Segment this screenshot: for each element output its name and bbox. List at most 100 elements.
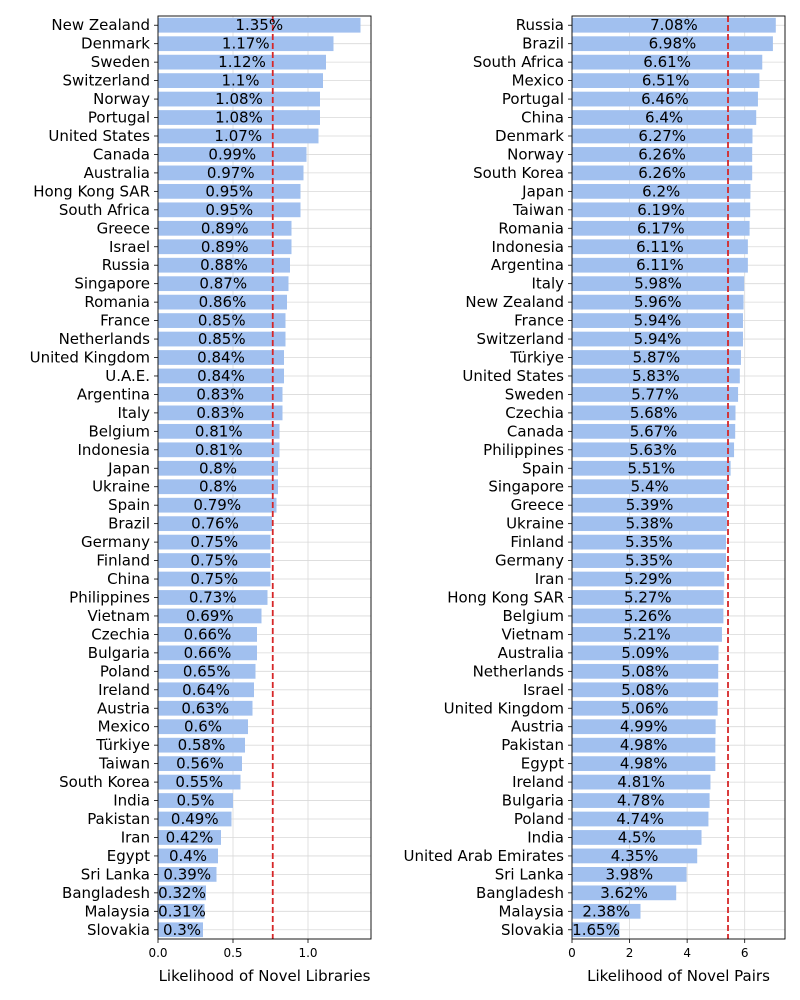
- bar: [158, 793, 233, 808]
- bar: [158, 830, 221, 845]
- category-label: Finland: [96, 552, 150, 570]
- bar: [158, 36, 334, 52]
- category-label: Czechia: [91, 625, 150, 643]
- category-label: Japan: [107, 459, 150, 477]
- bar: [572, 91, 758, 107]
- category-label: Romania: [498, 219, 564, 237]
- value-label: 0.8%: [199, 478, 237, 496]
- x-tick-label: 6: [741, 946, 749, 960]
- value-label: 6.98%: [649, 35, 697, 53]
- bar: [572, 497, 728, 513]
- value-label: 4.99%: [620, 718, 668, 736]
- bar: [158, 202, 301, 218]
- bar: [572, 663, 719, 679]
- bar: [158, 165, 304, 181]
- bar: [158, 682, 254, 698]
- category-label: Philippines: [483, 441, 564, 459]
- category-label: Norway: [93, 90, 150, 108]
- x-tick-label: 1.0: [298, 946, 317, 960]
- value-label: 5.83%: [632, 367, 680, 385]
- value-label: 5.09%: [621, 644, 669, 662]
- category-label: Denmark: [495, 127, 564, 145]
- category-label: Taiwan: [512, 201, 564, 219]
- bar: [572, 423, 736, 439]
- value-label: 4.78%: [617, 792, 665, 810]
- value-label: 5.26%: [624, 607, 672, 625]
- value-label: 0.75%: [190, 570, 238, 588]
- category-label: Philippines: [69, 588, 150, 606]
- value-label: 1.17%: [222, 35, 270, 53]
- value-label: 1.08%: [215, 90, 263, 108]
- value-label: 5.94%: [634, 312, 682, 330]
- value-label: 6.27%: [638, 127, 686, 145]
- bar: [572, 719, 716, 735]
- category-label: China: [107, 570, 150, 588]
- category-label: Switzerland: [63, 72, 151, 90]
- value-label: 6.19%: [637, 201, 685, 219]
- bar: [158, 276, 289, 292]
- bar: [158, 423, 280, 439]
- category-label: Israel: [109, 238, 150, 256]
- category-label: Germany: [81, 533, 150, 551]
- bar: [572, 17, 776, 33]
- axes-frame: [571, 15, 786, 940]
- x-axis-label: Likelihood of Novel Pairs: [587, 967, 770, 985]
- bar: [158, 627, 257, 642]
- category-label: France: [100, 312, 150, 330]
- bar: [572, 571, 725, 587]
- bar: [572, 830, 702, 845]
- bar: [158, 73, 323, 88]
- category-label: Poland: [514, 810, 564, 828]
- category-label: Bangladesh: [476, 884, 564, 902]
- value-label: 0.89%: [201, 238, 249, 256]
- bar: [158, 387, 283, 402]
- category-label: Canada: [93, 145, 150, 163]
- category-label: Japan: [521, 182, 564, 200]
- value-label: 0.86%: [199, 293, 247, 311]
- bar: [572, 313, 743, 328]
- value-label: 5.29%: [624, 570, 672, 588]
- category-label: New Zealand: [51, 16, 150, 34]
- value-label: 4.81%: [617, 773, 665, 791]
- category-label: Switzerland: [477, 330, 565, 348]
- bar: [572, 165, 753, 181]
- category-label: Egypt: [521, 755, 564, 773]
- category-label: Türkiye: [509, 349, 564, 367]
- value-label: 4.5%: [618, 828, 656, 846]
- value-label: 0.81%: [195, 422, 243, 440]
- category-label: Ireland: [512, 773, 564, 791]
- value-label: 5.21%: [623, 625, 671, 643]
- bar: [572, 331, 743, 347]
- bar: [572, 867, 687, 882]
- category-label: Denmark: [81, 35, 150, 53]
- category-label: Poland: [100, 662, 150, 680]
- bar: [572, 922, 620, 938]
- bar: [572, 36, 773, 52]
- value-label: 4.98%: [620, 755, 668, 773]
- bar: [158, 128, 319, 144]
- bar: [572, 368, 740, 384]
- bar: [572, 885, 677, 901]
- value-label: 5.35%: [625, 533, 673, 551]
- value-label: 0.83%: [196, 404, 244, 422]
- bar: [158, 922, 203, 938]
- category-label: South Africa: [59, 201, 150, 219]
- value-label: 3.62%: [600, 884, 648, 902]
- category-label: Ireland: [98, 681, 150, 699]
- value-label: 0.31%: [158, 902, 206, 920]
- category-label: South Africa: [473, 53, 564, 71]
- value-label: 0.42%: [166, 828, 214, 846]
- category-label: United States: [48, 127, 150, 145]
- category-label: Pakistan: [87, 810, 150, 828]
- bar: [158, 497, 277, 513]
- value-label: 5.39%: [626, 496, 674, 514]
- bar: [158, 460, 278, 476]
- bar: [572, 128, 753, 144]
- value-label: 0.84%: [197, 367, 245, 385]
- bar: [572, 276, 745, 292]
- bar: [572, 627, 722, 642]
- category-label: Canada: [507, 422, 564, 440]
- bar: [572, 183, 751, 199]
- bar: [572, 460, 731, 476]
